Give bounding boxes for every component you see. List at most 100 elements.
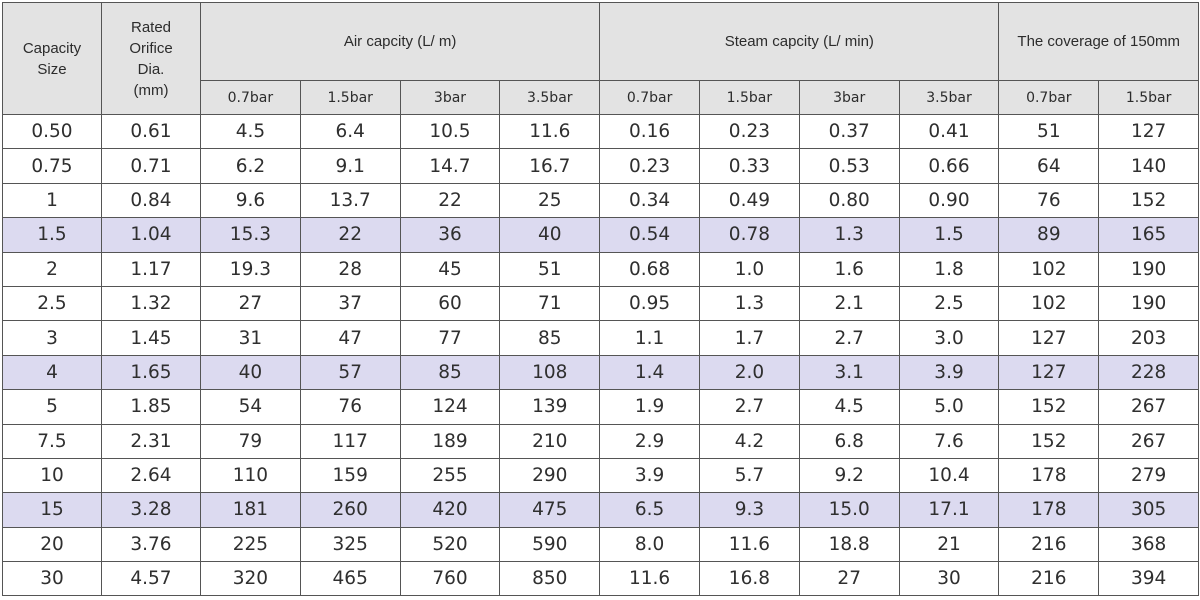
coverage-cell: 190 [1098,251,1200,287]
orifice-diameter-cell: 4.57 [101,561,201,597]
air-capacity-cell: 71 [499,285,601,322]
steam-capacity-cell: 17.1 [898,492,1000,528]
table-row: 30 4.57 320 465 760 850 11.6 16.8 27 30 216 394 [2,561,1200,597]
steam-capacity-cell: 0.95 [599,285,700,322]
air-capacity-cell: 225 [200,526,301,563]
air-capacity-cell: 36 [399,217,501,253]
coverage-cell: 203 [1098,320,1200,356]
steam-pressure-header: 0.7bar [599,80,700,115]
capacity-size-cell: 30 [2,561,102,597]
steam-capacity-cell: 0.23 [599,148,700,184]
air-capacity-cell: 54 [200,389,301,425]
coverage-cell: 127 [998,320,1100,356]
coverage-cell: 165 [1098,217,1200,253]
coverage-cell: 267 [1098,389,1200,425]
air-capacity-cell: 260 [299,492,401,528]
air-capacity-cell: 60 [399,285,501,322]
table-row: 3 1.45 31 47 77 85 1.1 1.7 2.7 3.0 127 203 [2,320,1200,356]
orifice-diameter-cell: 1.85 [101,389,201,425]
steam-capacity-cell: 2.0 [699,354,800,391]
capacity-size-cell: 10 [2,457,102,494]
orifice-diameter-cell: 1.65 [101,354,201,391]
coverage-cell: 140 [1098,148,1200,184]
table-row: 0.50 0.61 4.5 6.4 10.5 11.6 0.16 0.23 0.37 0.41 51… [2,113,1200,150]
air-capacity-cell: 31 [200,320,301,356]
capacity-size-cell: 4 [2,354,102,391]
steam-capacity-cell: 0.33 [699,148,800,184]
coverage-cell: 89 [998,217,1100,253]
steam-capacity-cell: 0.80 [798,182,900,219]
air-capacity-cell: 6.2 [200,148,301,184]
steam-capacity-cell: 0.54 [599,217,700,253]
table-row: 20 3.76 225 325 520 590 8.0 11.6 18.8 21 216 368 [2,526,1200,563]
air-capacity-cell: 11.6 [499,113,601,150]
air-capacity-cell: 22 [399,182,501,219]
steam-capacity-cell: 0.68 [599,251,700,287]
air-capacity-cell: 47 [299,320,401,356]
coverage-pressure-header: 1.5bar [1098,80,1200,115]
steam-capacity-cell: 0.53 [798,148,900,184]
steam-capacity-cell: 2.7 [798,320,900,356]
table-row: 1.5 1.04 15.3 22 36 40 0.54 0.78 1.3 1.5 89 165 [2,217,1200,253]
steam-capacity-cell: 0.16 [599,113,700,150]
table-row: 0.75 0.71 6.2 9.1 14.7 16.7 0.23 0.33 0.53 0.66 64… [2,148,1200,184]
coverage-cell: 228 [1098,354,1200,391]
table-row: 15 3.28 181 260 420 475 6.5 9.3 15.0 17.1 178 305 [2,492,1200,528]
steam-capacity-cell: 1.9 [599,389,700,425]
orifice-diameter-cell: 2.31 [101,423,201,459]
coverage-cell: 64 [998,148,1100,184]
air-capacity-cell: 4.5 [200,113,301,150]
steam-capacity-cell: 1.8 [898,251,1000,287]
steam-capacity-cell: 15.0 [798,492,900,528]
steam-capacity-cell: 8.0 [599,526,700,563]
air-capacity-cell: 13.7 [299,182,401,219]
steam-capacity-cell: 1.0 [699,251,800,287]
air-capacity-cell: 181 [200,492,301,528]
air-capacity-cell: 420 [399,492,501,528]
air-capacity-cell: 189 [399,423,501,459]
air-capacity-cell: 28 [299,251,401,287]
air-capacity-cell: 37 [299,285,401,322]
header-text-line: Rated [130,18,172,36]
air-capacity-cell: 25 [499,182,601,219]
steam-capacity-cell: 0.49 [699,182,800,219]
coverage-cell: 190 [1098,285,1200,322]
air-capacity-cell: 590 [499,526,601,563]
steam-capacity-cell: 0.34 [599,182,700,219]
coverage-cell: 394 [1098,561,1200,597]
steam-capacity-cell: 4.5 [798,389,900,425]
air-capacity-cell: 85 [499,320,601,356]
steam-capacity-cell: 2.9 [599,423,700,459]
steam-capacity-cell: 21 [898,526,1000,563]
table-row: 5 1.85 54 76 124 139 1.9 2.7 4.5 5.0 152 267 [2,389,1200,425]
steam-capacity-cell: 1.4 [599,354,700,391]
steam-capacity-cell: 1.1 [599,320,700,356]
air-capacity-cell: 45 [399,251,501,287]
table-body: 0.50 0.61 4.5 6.4 10.5 11.6 0.16 0.23 0.37 0.41 51… [2,113,1200,597]
air-capacity-cell: 77 [399,320,501,356]
air-capacity-cell: 850 [499,561,601,597]
table-row: 1 0.84 9.6 13.7 22 25 0.34 0.49 0.80 0.90 76 152 [2,182,1200,219]
steam-capacity-cell: 0.23 [699,113,800,150]
orifice-diameter-cell: 0.61 [101,113,201,150]
air-capacity-cell: 124 [399,389,501,425]
steam-capacity-cell: 16.8 [699,561,800,597]
air-capacity-cell: 15.3 [200,217,301,253]
table-row: 4 1.65 40 57 85 108 1.4 2.0 3.1 3.9 127 228 [2,354,1200,391]
steam-capacity-cell: 3.9 [599,457,700,494]
capacity-size-cell: 1.5 [2,217,102,253]
coverage-cell: 368 [1098,526,1200,563]
coverage-cell: 305 [1098,492,1200,528]
air-capacity-cell: 10.5 [399,113,501,150]
air-capacity-cell: 290 [499,457,601,494]
steam-capacity-cell: 0.66 [898,148,1000,184]
steam-pressure-header: 3bar [798,80,900,115]
steam-capacity-cell: 4.2 [699,423,800,459]
steam-capacity-cell: 7.6 [898,423,1000,459]
steam-capacity-cell: 0.37 [798,113,900,150]
coverage-cell: 152 [998,423,1100,459]
capacity-size-cell: 0.75 [2,148,102,184]
steam-capacity-cell: 2.7 [699,389,800,425]
steam-capacity-cell: 3.1 [798,354,900,391]
